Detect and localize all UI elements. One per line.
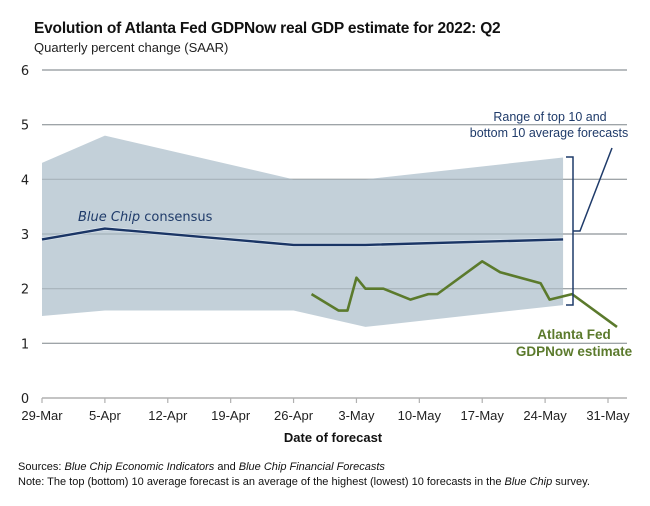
x-tick-label: 12-Apr: [148, 408, 188, 423]
sources-italic-2: Blue Chip Financial Forecasts: [238, 461, 385, 473]
x-tick-label: 17-May: [461, 408, 505, 423]
x-axis: 29-Mar 5-Apr 12-Apr 19-Apr 26-Apr 3-May 10-May…: [21, 397, 630, 423]
range-band: [42, 135, 564, 327]
gdpnow-annotation-line-2: GDPNow estimate: [516, 344, 633, 359]
x-tick-label: 26-Apr: [274, 408, 314, 423]
note-text-2: survey.: [552, 476, 590, 488]
gdpnow-line: [310, 260, 618, 328]
range-band-group: [42, 135, 564, 327]
y-tick-label: 4: [21, 173, 29, 188]
x-tick-label: 10-May: [398, 408, 442, 423]
sources-italic-1: Blue Chip Economic Indicators: [64, 461, 215, 473]
chart-title: Evolution of Atlanta Fed GDPNow real GDP…: [34, 20, 501, 37]
y-axis: 0 1 2 3 4 5 6: [21, 64, 29, 407]
x-axis-title: Date of forecast: [284, 430, 383, 445]
y-tick-label: 0: [21, 392, 29, 407]
chart-subtitle: Quarterly percent change (SAAR): [34, 40, 229, 55]
x-tick-label: 3-May: [338, 408, 375, 423]
range-annotation-line-2: bottom 10 average forecasts: [470, 126, 628, 140]
y-tick-label: 3: [21, 228, 29, 243]
y-tick-label: 2: [21, 283, 29, 298]
x-tick-label: 19-Apr: [211, 408, 251, 423]
range-annotation-line-1: Range of top 10 and: [493, 110, 606, 124]
note-text-1: The top (bottom) 10 average forecast is …: [44, 476, 505, 488]
x-tick-label: 5-Apr: [89, 408, 121, 423]
consensus-annotation-text: consensus: [140, 210, 212, 225]
note-label: Note:: [18, 476, 45, 488]
series-lines: [41, 226, 618, 328]
note-italic: Blue Chip: [504, 476, 553, 488]
sources-and: and: [214, 461, 239, 473]
note-line: Note: The top (bottom) 10 average foreca…: [18, 476, 590, 488]
annotations: Blue Chip consensus Range of top 10 and …: [78, 110, 633, 445]
y-tick-label: 1: [21, 337, 29, 352]
sources-line: Sources: Blue Chip Economic Indicators a…: [18, 461, 385, 473]
y-tick-label: 5: [21, 119, 29, 134]
y-tick-label: 6: [21, 64, 29, 79]
x-tick-label: 29-Mar: [21, 408, 63, 423]
sources-label: Sources:: [18, 461, 62, 473]
consensus-annotation-italic: Blue Chip: [78, 210, 140, 225]
gridlines-over-band: [42, 69, 627, 344]
gdpnow-annotation-line-1: Atlanta Fed: [537, 327, 611, 342]
x-tick-label: 31-May: [586, 408, 630, 423]
consensus-line: [41, 227, 564, 247]
x-tick-label: 24-May: [523, 408, 567, 423]
consensus-annotation: Blue Chip consensus: [78, 210, 213, 225]
range-bracket: [566, 147, 613, 306]
